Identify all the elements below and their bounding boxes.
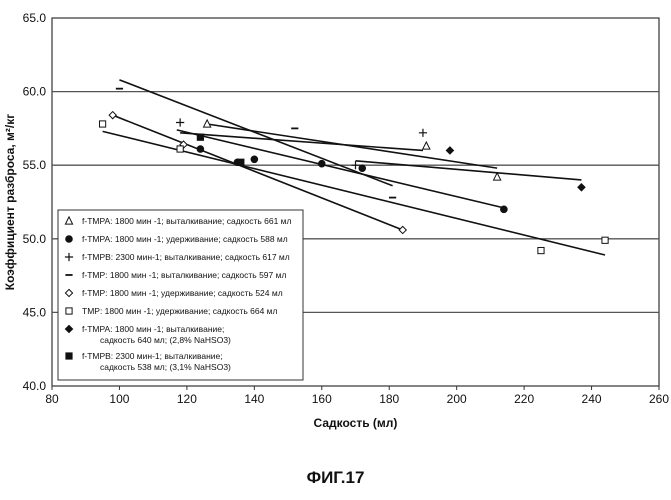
legend-marker-series-1 (66, 236, 73, 243)
data-point-series-1 (197, 146, 204, 153)
y-tick-label: 50.0 (23, 232, 47, 246)
data-point-series-1 (359, 165, 366, 172)
data-point-series-5 (602, 237, 608, 243)
data-point-series-5 (177, 146, 183, 152)
data-point-series-1 (318, 160, 325, 167)
legend-label-series-5: TMP: 1800 мин -1; удерживание; садкость … (82, 306, 278, 316)
legend-label-series-7: садкость 538 мл; (3,1% NaHSO3) (100, 362, 231, 372)
legend-label-series-7: f-TMPB: 2300 мин-1; выталкивание; (82, 351, 223, 361)
x-tick-label: 200 (447, 392, 467, 406)
legend-marker-series-5 (66, 308, 72, 314)
y-axis-title: Коэффициент разброса, м²/кг (3, 114, 17, 291)
legend-label-series-1: f-TMPA: 1800 мин -1; удерживание; садкос… (82, 234, 288, 244)
legend-label-series-3: f-TMP: 1800 мин -1; выталкивание; садкос… (82, 270, 286, 280)
legend-label-series-2: f-TMPB: 2300 мин-1; выталкивание; садкос… (82, 252, 290, 262)
chart-svg: 40.0 45.0 50.0 55.0 60.0 65.0 80 100 120 140 160 18… (0, 0, 671, 460)
data-point-series-1 (251, 156, 258, 163)
data-point-series-5 (538, 247, 544, 253)
y-tick-label: 60.0 (23, 85, 47, 99)
x-tick-label: 120 (177, 392, 197, 406)
x-tick-label: 160 (312, 392, 332, 406)
legend-marker-series-7 (66, 353, 72, 359)
x-tick-label: 260 (649, 392, 669, 406)
legend-label-series-6: f-TMPA: 1800 мин -1; выталкивание; (82, 324, 224, 334)
y-tick-label: 55.0 (23, 158, 47, 172)
legend-label-series-0: f-TMPA: 1800 мин -1; выталкивание; садко… (82, 216, 292, 226)
x-tick-label: 180 (379, 392, 399, 406)
y-tick-label: 45.0 (23, 305, 47, 319)
x-tick-label: 220 (514, 392, 534, 406)
data-point-series-7 (197, 134, 203, 140)
data-point-series-5 (99, 121, 105, 127)
data-point-series-1 (501, 206, 508, 213)
legend-label-series-4: f-TMP: 1800 мин -1; удерживание; садкост… (82, 288, 283, 298)
x-tick-label: 240 (582, 392, 602, 406)
x-tick-label: 80 (45, 392, 59, 406)
data-point-series-7 (238, 159, 244, 165)
x-tick-label: 140 (244, 392, 264, 406)
y-tick-label: 65.0 (23, 11, 47, 25)
x-tick-label: 100 (109, 392, 129, 406)
legend-label-series-6: садкость 640 мл; (2,8% NaHSO3) (100, 335, 231, 345)
x-axis-title: Садкость (мл) (314, 416, 398, 430)
y-tick-label: 40.0 (23, 379, 47, 393)
figure-label: ФИГ.17 (0, 468, 671, 488)
